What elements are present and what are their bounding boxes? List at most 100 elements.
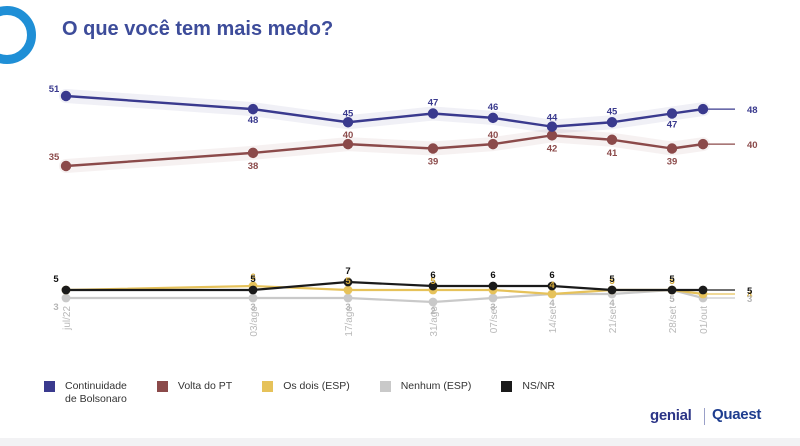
data-label: 6: [490, 270, 495, 281]
data-label: 6: [430, 270, 435, 281]
legend-swatch: [156, 381, 168, 392]
data-point: [428, 281, 438, 291]
x-tick-label: 01/out: [699, 306, 710, 334]
legend-item: Os dois (ESP): [262, 380, 350, 393]
data-label: 5: [345, 276, 351, 287]
data-point: [427, 108, 439, 119]
data-point: [697, 138, 709, 150]
data-label: 40: [747, 140, 758, 151]
legend-swatch: [501, 381, 513, 392]
data-point: [60, 90, 72, 102]
data-label: 4: [549, 298, 555, 309]
data-label: 5: [250, 274, 256, 285]
quaest-logo: Quaest: [712, 406, 762, 423]
legend-item: Volta do PT: [156, 380, 233, 393]
data-label: 46: [488, 102, 499, 113]
legend-item: Continuidade de Bolsonaro: [44, 380, 127, 406]
data-point: [547, 289, 557, 299]
data-label: 2: [430, 306, 435, 317]
data-label: 48: [747, 105, 758, 116]
legend-swatch: [379, 381, 391, 392]
data-point: [547, 281, 557, 291]
x-tick-label: 28/set: [668, 306, 679, 333]
data-point: [666, 143, 678, 154]
data-label: 4: [747, 290, 753, 301]
legend-label: Continuidade de Bolsonaro: [65, 380, 127, 405]
genial-logo: genial: [650, 407, 692, 424]
data-label: 3: [345, 302, 350, 313]
data-point: [342, 138, 354, 150]
data-point: [61, 293, 71, 303]
data-label: 48: [248, 115, 259, 126]
data-point: [342, 117, 354, 128]
data-point: [488, 293, 498, 303]
corner-logo: [0, 6, 36, 64]
data-point: [607, 285, 617, 295]
data-point: [343, 285, 353, 295]
legend-swatch: [44, 381, 55, 392]
data-point: [487, 138, 499, 150]
x-tick-label: 14/set: [548, 306, 559, 333]
x-tick-label: jul/22: [62, 306, 73, 331]
data-label: 5: [669, 274, 675, 285]
data-label: 51: [49, 84, 60, 95]
legend-label: Nenhum (ESP): [400, 380, 472, 392]
data-label: 41: [607, 148, 618, 159]
data-label: 40: [343, 130, 354, 141]
data-point: [488, 281, 498, 291]
x-tick-label: 03/ago: [249, 306, 260, 337]
data-label: 47: [667, 120, 678, 131]
data-point: [487, 112, 499, 124]
legend-swatch: [262, 381, 274, 392]
data-point: [667, 285, 677, 295]
legend-item: Nenhum (ESP): [379, 380, 472, 393]
data-point: [60, 160, 72, 172]
x-tick-label: 21/set: [608, 306, 619, 333]
chart-title: O que você tem mais medo?: [62, 18, 334, 40]
legend-label: Os dois (ESP): [283, 380, 350, 392]
data-point: [61, 285, 71, 295]
data-point: [546, 121, 558, 132]
data-label: 45: [607, 106, 618, 117]
data-point: [546, 130, 558, 141]
data-label: 5: [609, 274, 615, 285]
data-label: 3: [747, 294, 752, 305]
data-point: [248, 285, 258, 295]
legend-item: NS/NR: [501, 380, 555, 393]
data-label: 39: [428, 157, 439, 168]
data-label: 39: [667, 157, 678, 168]
data-label: 5: [430, 276, 436, 287]
data-label: 42: [547, 143, 558, 154]
data-point: [697, 103, 709, 115]
data-label: 5: [669, 276, 675, 287]
data-label: 3: [490, 302, 495, 313]
data-point: [427, 143, 439, 154]
data-point: [247, 147, 259, 159]
data-label: 3: [250, 302, 255, 313]
data-point: [698, 285, 708, 295]
data-label: 45: [343, 108, 354, 119]
data-label: 6: [549, 270, 554, 281]
data-label: 3: [53, 302, 58, 313]
series-line: [64, 288, 705, 304]
data-point: [428, 297, 438, 307]
data-label: 35: [49, 152, 60, 163]
data-label: 5: [53, 274, 59, 285]
data-label: 5: [609, 276, 615, 287]
x-tick-label: 17/ago: [344, 306, 355, 337]
data-point: [606, 134, 618, 145]
data-label: 7: [345, 266, 350, 277]
data-label: 5: [669, 294, 675, 305]
x-tick-label: 07/set: [489, 306, 500, 333]
data-label: 4: [549, 280, 555, 291]
data-point: [343, 293, 353, 303]
data-label: 44: [547, 113, 558, 124]
x-tick-label: 31/ago: [429, 306, 440, 337]
data-point: [606, 117, 618, 128]
brand-divider: [704, 408, 705, 425]
data-label: 40: [488, 130, 499, 141]
legend-label: NS/NR: [522, 380, 555, 392]
data-label: 4: [609, 298, 615, 309]
legend-label: Volta do PT: [177, 380, 233, 392]
